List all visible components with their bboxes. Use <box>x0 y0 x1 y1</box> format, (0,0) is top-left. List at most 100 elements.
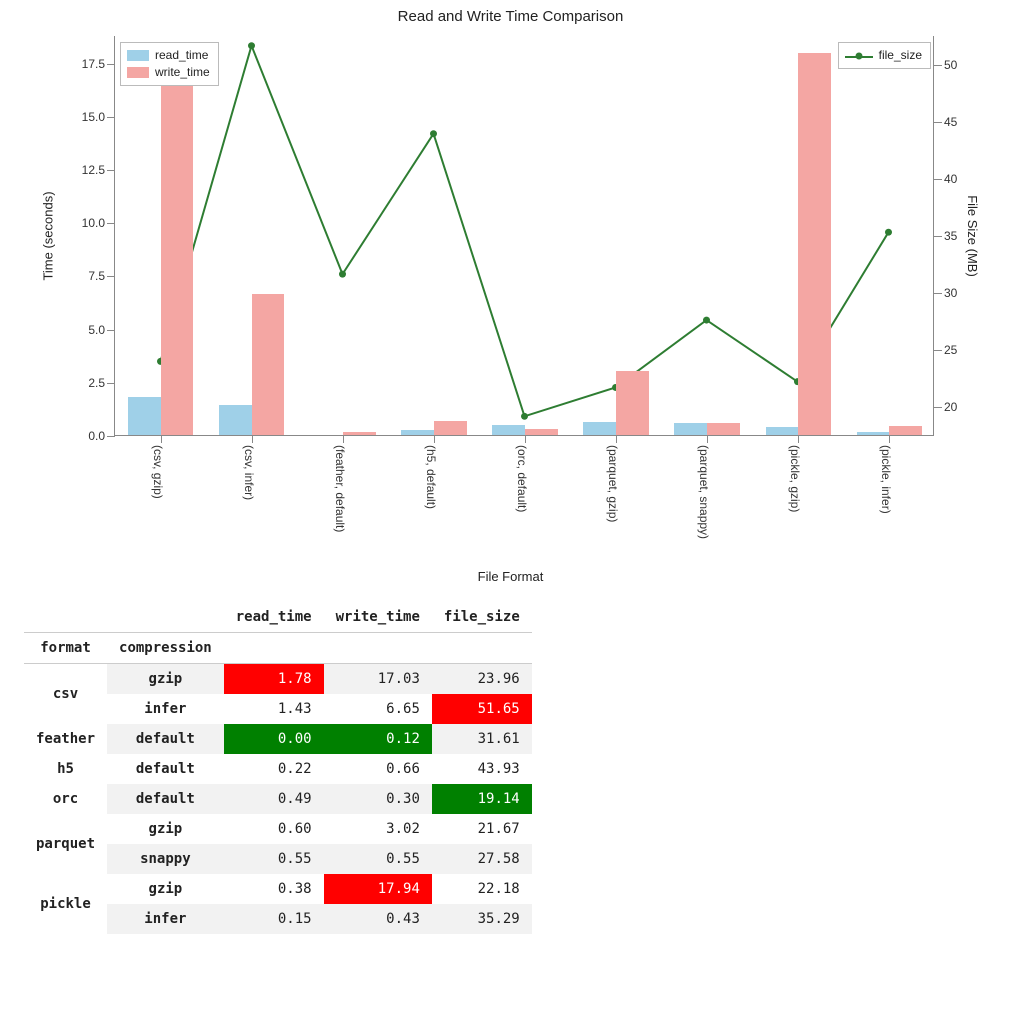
x-tick-label: (parquet, snappy) <box>697 445 711 539</box>
plot-area: 0.02.55.07.510.012.515.017.5202530354045… <box>114 36 934 436</box>
table-header-blank <box>324 633 432 664</box>
bar-read-time <box>401 430 434 435</box>
row-label-compression: gzip <box>107 664 224 695</box>
cell-read_time: 0.00 <box>224 724 324 754</box>
marker-file-size <box>339 271 346 278</box>
cell-write_time: 17.03 <box>324 664 432 695</box>
cell-write_time: 0.12 <box>324 724 432 754</box>
marker-file-size <box>430 130 437 137</box>
cell-read_time: 0.49 <box>224 784 324 814</box>
x-tick <box>252 435 253 443</box>
row-label-compression: gzip <box>107 874 224 904</box>
y2-tick-label: 20 <box>934 400 957 414</box>
table-row: csvgzip1.7817.0323.96 <box>24 664 532 695</box>
legend-item-read-time: read_time <box>127 47 210 64</box>
bar-write-time <box>616 371 649 435</box>
cell-write_time: 0.43 <box>324 904 432 934</box>
x-tick-label: (pickle, infer) <box>879 445 893 514</box>
legend-label-write-time: write_time <box>155 65 210 79</box>
cell-read_time: 0.60 <box>224 814 324 844</box>
x-tick-label: (csv, gzip) <box>151 445 165 499</box>
cell-file_size: 23.96 <box>432 664 532 695</box>
y1-tick-label: 17.5 <box>82 57 115 71</box>
y2-tick-label: 25 <box>934 343 957 357</box>
legend-marker-file-size <box>845 51 873 61</box>
row-label-compression: infer <box>107 904 224 934</box>
table-col-read-time: read_time <box>224 602 324 633</box>
cell-file_size: 22.18 <box>432 874 532 904</box>
row-label-compression: default <box>107 754 224 784</box>
bar-write-time <box>252 294 285 435</box>
row-label-compression: default <box>107 784 224 814</box>
cell-write_time: 6.65 <box>324 694 432 724</box>
x-tick-label: (parquet, gzip) <box>606 445 620 522</box>
x-axis-title: File Format <box>24 569 997 584</box>
page-root: Read and Write Time Comparison Time (sec… <box>0 0 1021 958</box>
y2-tick-label: 30 <box>934 286 957 300</box>
row-label-format: csv <box>24 664 107 725</box>
row-label-compression: snappy <box>107 844 224 874</box>
chart-title: Read and Write Time Comparison <box>24 8 997 25</box>
cell-read_time: 0.38 <box>224 874 324 904</box>
x-tick <box>343 435 344 443</box>
cell-read_time: 1.78 <box>224 664 324 695</box>
table-row: parquetgzip0.603.0221.67 <box>24 814 532 844</box>
y2-spine <box>933 36 934 435</box>
x-tick-label: (csv, infer) <box>242 445 256 500</box>
table-header-blank <box>432 633 532 664</box>
bar-write-time <box>798 53 831 435</box>
table-index-compression: compression <box>107 633 224 664</box>
legend-swatch-read-time <box>127 50 149 61</box>
legend-bars: read_time write_time <box>120 42 219 86</box>
y1-tick-label: 15.0 <box>82 110 115 124</box>
legend-label-read-time: read_time <box>155 48 208 62</box>
cell-file_size: 35.29 <box>432 904 532 934</box>
cell-read_time: 1.43 <box>224 694 324 724</box>
x-tick <box>434 435 435 443</box>
y1-tick-label: 12.5 <box>82 163 115 177</box>
bar-write-time <box>707 423 740 435</box>
bar-read-time <box>492 425 525 435</box>
row-label-compression: default <box>107 724 224 754</box>
row-label-compression: gzip <box>107 814 224 844</box>
cell-write_time: 17.94 <box>324 874 432 904</box>
row-label-format: feather <box>24 724 107 754</box>
bar-read-time <box>219 405 252 435</box>
x-tick <box>616 435 617 443</box>
bar-read-time <box>766 427 799 435</box>
table-col-file-size: file_size <box>432 602 532 633</box>
cell-file_size: 21.67 <box>432 814 532 844</box>
cell-read_time: 0.22 <box>224 754 324 784</box>
x-tick <box>707 435 708 443</box>
table-row: picklegzip0.3817.9422.18 <box>24 874 532 904</box>
cell-write_time: 0.30 <box>324 784 432 814</box>
x-tick-label: (h5, default) <box>424 445 438 509</box>
table-header-blank <box>24 602 107 633</box>
cell-file_size: 43.93 <box>432 754 532 784</box>
x-tick-label: (pickle, gzip) <box>788 445 802 512</box>
y1-axis-title: Time (seconds) <box>41 191 56 280</box>
x-tick <box>525 435 526 443</box>
y2-tick-label: 35 <box>934 229 957 243</box>
row-label-format: pickle <box>24 874 107 934</box>
table-row: featherdefault0.000.1231.61 <box>24 724 532 754</box>
bar-write-time <box>525 429 558 435</box>
bar-write-time <box>161 73 194 435</box>
y2-tick-label: 40 <box>934 172 957 186</box>
marker-file-size <box>703 317 710 324</box>
cell-read_time: 0.15 <box>224 904 324 934</box>
x-tick <box>889 435 890 443</box>
x-tick-label: (orc, default) <box>515 445 529 512</box>
y1-tick-label: 5.0 <box>88 323 115 337</box>
legend-swatch-write-time <box>127 67 149 78</box>
legend-label-file-size: file_size <box>879 48 922 62</box>
marker-file-size <box>521 413 528 420</box>
table-col-write-time: write_time <box>324 602 432 633</box>
marker-file-size <box>248 42 255 49</box>
table-row: orcdefault0.490.3019.14 <box>24 784 532 814</box>
row-label-compression: infer <box>107 694 224 724</box>
y2-tick-label: 50 <box>934 58 957 72</box>
bar-read-time <box>128 397 161 435</box>
table-index-row: format compression <box>24 633 532 664</box>
legend-line: file_size <box>838 42 931 69</box>
